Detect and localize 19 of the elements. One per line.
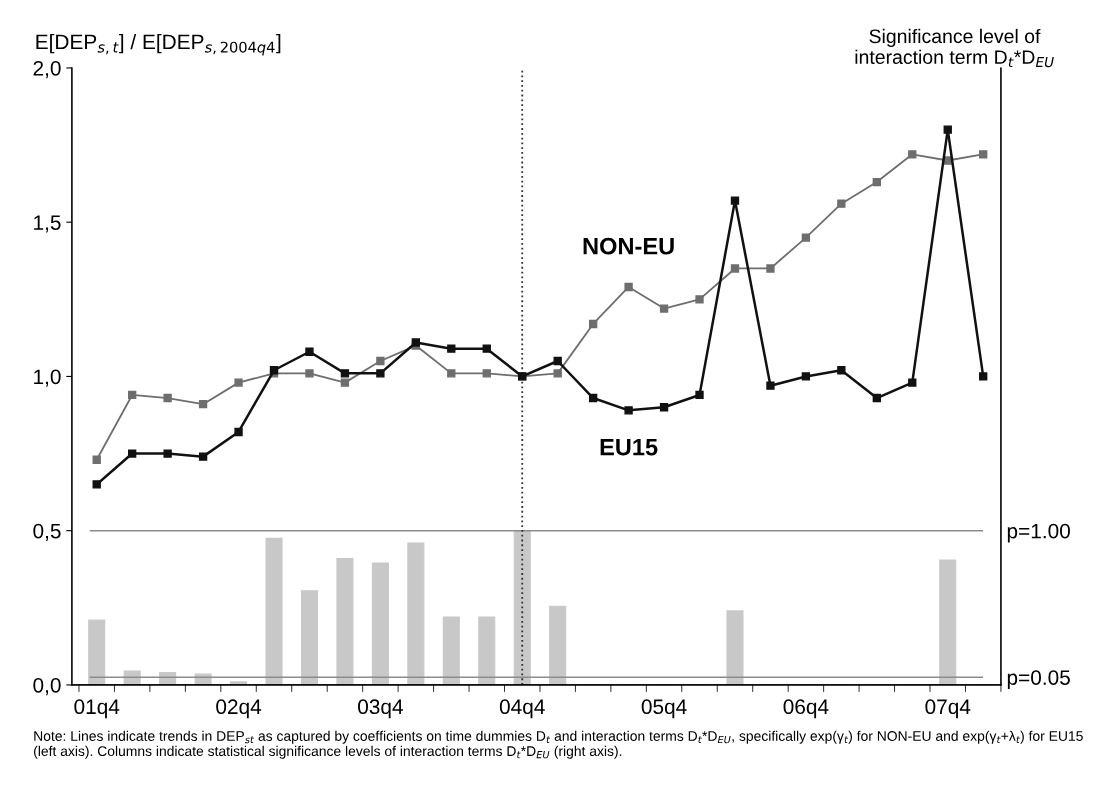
y-tick-label: 2,0 — [33, 60, 61, 79]
y2-tick-label: p=1.00 — [1007, 523, 1070, 543]
x-tick-label: 02q4 — [216, 699, 262, 719]
y-tick-label: 0,5 — [33, 523, 61, 541]
x-tick-label: 07q4 — [925, 699, 971, 719]
y2-axis-title: Significance level of interaction term D$_{t}$*D$_{EU}$ — [855, 28, 1054, 68]
y2-tick-label: p=0.05 — [1007, 670, 1070, 690]
y-tick-label: 1,0 — [34, 369, 61, 387]
x-tick-label: 01q4 — [74, 699, 120, 719]
y-axis-title: E[DEP$_{s,t}$] / E[DEP$_{s,2004q4}$] — [36, 33, 281, 56]
x-tick-label: 06q4 — [783, 699, 829, 719]
x-tick-label: 04q4 — [499, 699, 545, 719]
series-label: NON-EU — [583, 237, 674, 255]
series-label: EU15 — [600, 439, 658, 456]
text: Note: Lines indicate trends in DEP$_{st}$ as captured by coefficients on time dummies D$_{t}$ and interaction terms D$_{t}$*D$_{EU}$, specifically exp(γ$_{t}$) for NON-EU and exp(γ$_{t}$+λ$_{t}$) for EU15 (left axis). Columns indicate statistical significance levels of interaction terms D$_{t}$*D$_{EU}$ (right axis). — [34, 730, 1083, 759]
y-tick-label: 1,5 — [34, 215, 61, 233]
x-tick-label: 03q4 — [358, 699, 403, 719]
y-tick-label: 0,0 — [33, 677, 61, 696]
x-tick-label: 05q4 — [641, 699, 687, 719]
